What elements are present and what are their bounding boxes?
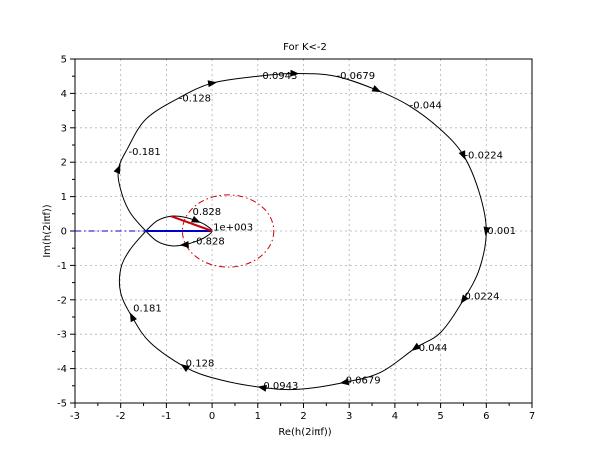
direction-arrow-marker	[207, 80, 218, 88]
y-tick-label: -5	[57, 399, 67, 410]
frequency-label: 0.044	[419, 343, 448, 354]
y-tick-label: -4	[57, 364, 67, 375]
marker-group	[113, 69, 491, 392]
y-tick-label: 4	[61, 89, 67, 100]
y-tick-label: 1	[61, 192, 67, 203]
frequency-label: 0.128	[186, 358, 215, 369]
frequency-label: 0.0679	[346, 376, 381, 387]
direction-arrow-marker	[113, 164, 121, 175]
y-tick-label: -1	[57, 261, 67, 272]
direction-arrow-marker	[290, 69, 300, 77]
nyquist-curve	[117, 72, 487, 391]
direction-arrow-marker	[483, 226, 491, 236]
chart-title: For K<-2	[283, 42, 327, 53]
phase-vector-line	[170, 215, 213, 232]
x-tick-label: 2	[300, 411, 306, 422]
frequency-label: -0.128	[179, 94, 211, 105]
direction-arrow-marker	[191, 215, 201, 223]
direction-arrow-marker	[371, 85, 382, 93]
frequency-label: 0.828	[193, 207, 222, 218]
y-tick-label: 5	[61, 55, 67, 66]
direction-arrow-marker	[179, 240, 189, 248]
y-tick-label: -3	[57, 330, 67, 341]
direction-arrow-marker	[458, 150, 466, 160]
x-tick-label: 5	[437, 411, 443, 422]
direction-arrow-marker	[180, 364, 190, 373]
x-tick-label: -2	[116, 411, 126, 422]
frequency-label: 0.0943	[263, 381, 298, 392]
frequency-label: -0.181	[129, 147, 161, 158]
x-tick-label: 7	[529, 411, 535, 422]
direction-arrow-marker	[129, 312, 138, 323]
x-tick-label: 3	[346, 411, 352, 422]
y-tick-label: 2	[61, 158, 67, 169]
direction-arrow-marker	[460, 294, 469, 304]
axis-ticks: -3 -2 -1 0 1 2 3 4 5 6 7 -5 -4 -3 -2 -1 0 1 2 3 4 5	[57, 55, 535, 423]
frequency-label: -0.0679	[336, 71, 375, 82]
frequency-label: 1e+003	[213, 223, 253, 234]
direction-arrow-marker	[339, 378, 350, 386]
x-tick-label: 4	[392, 411, 398, 422]
unit-circle-curve	[181, 194, 275, 268]
y-tick-label: -2	[57, 295, 67, 306]
frequency-label: 0.0224	[464, 291, 499, 302]
frequency-label: -0.044	[410, 100, 442, 111]
frequency-label: 0.001	[487, 226, 516, 237]
series-group	[75, 72, 487, 391]
y-axis-label: Im(h(2iπf))	[42, 204, 53, 257]
frequency-label: -0.0224	[464, 150, 503, 161]
frequency-label: -0.0943	[259, 71, 298, 82]
y-tick-label: 3	[61, 123, 67, 134]
x-tick-label: -1	[161, 411, 171, 422]
x-tick-label: -3	[70, 411, 80, 422]
x-tick-label: 6	[483, 411, 489, 422]
direction-arrow-marker	[411, 342, 421, 351]
y-tick-label: 0	[61, 227, 67, 238]
x-tick-label: 1	[255, 411, 261, 422]
frequency-label: 0.181	[133, 303, 162, 314]
direction-arrow-marker	[257, 384, 267, 392]
x-axis-label: Re(h(2iπf))	[278, 427, 331, 438]
annotation-group: -0.0943 -0.0679 -0.128 -0.044 -0.181 -0.0224 0…	[129, 71, 516, 392]
frequency-label: -0.828	[193, 236, 225, 247]
x-tick-label: 0	[209, 411, 215, 422]
